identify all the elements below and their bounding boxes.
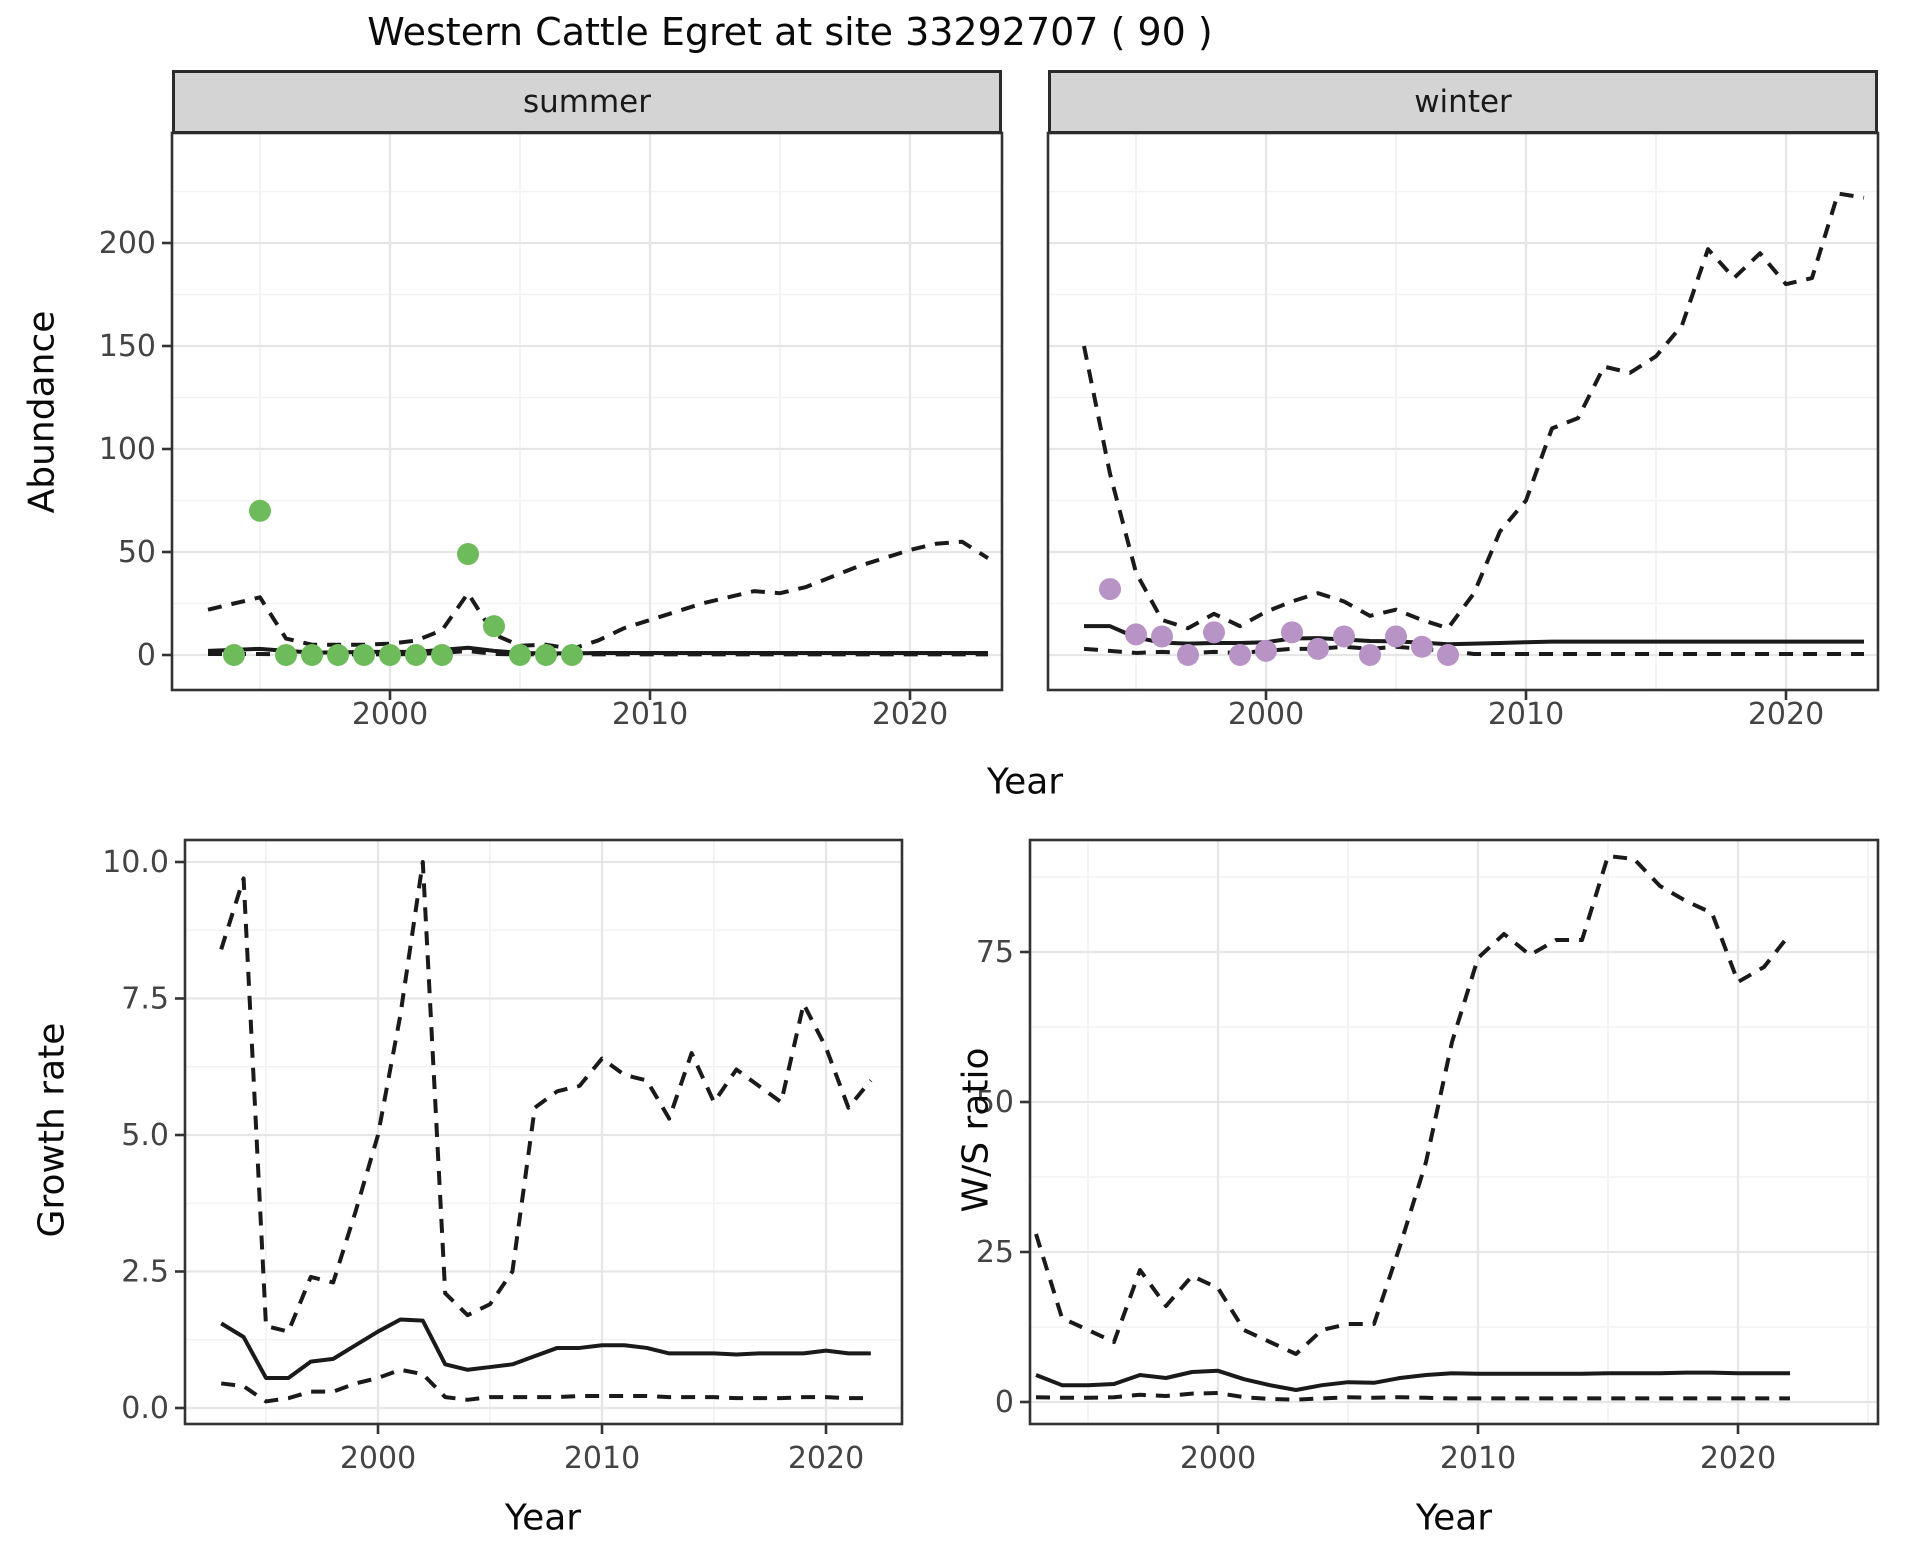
x-tick-label: 2000 bbox=[1228, 697, 1304, 732]
median-line bbox=[1035, 1368, 1790, 1392]
y-axis-title-abundance: Abundance bbox=[21, 310, 63, 514]
facet-strip-winter-label: winter bbox=[1414, 84, 1512, 120]
y-tick-label: 2.5 bbox=[121, 1255, 169, 1290]
observation-point bbox=[1437, 644, 1459, 666]
observation-point bbox=[353, 644, 375, 666]
x-tick-label: 2010 bbox=[1488, 697, 1564, 732]
observation-point bbox=[327, 644, 349, 666]
x-tick-label: 2020 bbox=[788, 1441, 864, 1476]
facet-strip-summer-label: summer bbox=[522, 84, 651, 120]
y-tick-label: 150 bbox=[99, 329, 156, 364]
observation-point bbox=[379, 644, 401, 666]
series-group bbox=[207, 499, 990, 666]
observation-point bbox=[275, 644, 297, 666]
series-group bbox=[1082, 191, 1865, 666]
x-tick-label: 2000 bbox=[352, 697, 428, 732]
panel-background bbox=[1030, 840, 1878, 1424]
observation-point bbox=[1229, 644, 1251, 666]
x-tick-label: 2000 bbox=[340, 1441, 416, 1476]
x-tick-label: 2010 bbox=[612, 697, 688, 732]
observation-point bbox=[1203, 621, 1225, 644]
y-axis-title-growth-rate: Growth rate bbox=[31, 1022, 73, 1238]
observation-point bbox=[1099, 578, 1121, 601]
x-tick-label: 2020 bbox=[1700, 1441, 1776, 1476]
lower-ci-line bbox=[1035, 1391, 1790, 1402]
upper-ci-line bbox=[219, 860, 873, 1334]
panel-background bbox=[1048, 133, 1878, 690]
y-tick-label: 75 bbox=[976, 935, 1014, 970]
panel-growth-rate: 2000 2010 2020 0.0 2.5 5.0 7.5 10.0 bbox=[102, 838, 904, 1476]
observation-point bbox=[535, 644, 557, 666]
observation-point bbox=[1281, 621, 1303, 644]
y-tick-label: 25 bbox=[976, 1235, 1014, 1270]
upper-ci-line bbox=[1034, 854, 1792, 1356]
x-tick-label: 2010 bbox=[564, 1441, 640, 1476]
series-group bbox=[1034, 854, 1792, 1402]
observation-point bbox=[483, 615, 505, 638]
observation-point bbox=[1411, 635, 1433, 658]
y-tick-label: 0.0 bbox=[121, 1391, 169, 1426]
panel-border bbox=[1028, 838, 1880, 1426]
y-tick-label: 200 bbox=[99, 226, 156, 261]
observation-point bbox=[1359, 644, 1381, 666]
y-tick-label: 50 bbox=[976, 1085, 1014, 1120]
facet-strip-winter: winter bbox=[1048, 70, 1878, 134]
observation-point bbox=[301, 644, 323, 666]
y-tick-label: 0 bbox=[137, 638, 156, 673]
panel-summer: 2000 2010 2020 0 50 100 150 200 bbox=[99, 131, 1004, 732]
observation-point bbox=[509, 644, 531, 666]
observation-point bbox=[405, 644, 427, 666]
y-tick-label: 5.0 bbox=[121, 1118, 169, 1153]
lower-ci-line bbox=[1083, 644, 1864, 656]
panel-background bbox=[185, 840, 902, 1424]
observation-point bbox=[1385, 625, 1407, 648]
y-tick-label: 100 bbox=[99, 432, 156, 467]
y-tick-label: 10.0 bbox=[102, 845, 169, 880]
observation-point bbox=[1177, 644, 1199, 666]
y-tick-label: 7.5 bbox=[121, 982, 169, 1017]
observation-point bbox=[1333, 625, 1355, 648]
panel-border bbox=[183, 838, 904, 1426]
observation-point bbox=[1307, 637, 1329, 660]
y-tick-label: 50 bbox=[118, 535, 156, 570]
lower-ci-line bbox=[220, 1367, 871, 1404]
y-axis-title-ws-ratio: W/S ratio bbox=[955, 1047, 997, 1213]
observation-point bbox=[1125, 623, 1147, 646]
observation-point bbox=[223, 644, 245, 666]
chart-title: Western Cattle Egret at site 33292707 ( … bbox=[367, 10, 1213, 54]
observation-point bbox=[1151, 625, 1173, 648]
upper-ci-line bbox=[1082, 191, 1865, 631]
median-line bbox=[220, 1317, 871, 1380]
x-tick-label: 2010 bbox=[1440, 1441, 1516, 1476]
x-axis-title-year-top: Year bbox=[986, 761, 1064, 803]
y-tick-label: 0 bbox=[995, 1385, 1014, 1420]
x-tick-label: 2020 bbox=[1748, 697, 1824, 732]
observation-point bbox=[457, 543, 479, 566]
facet-strip-summer: summer bbox=[172, 70, 1002, 134]
panel-background bbox=[172, 133, 1002, 690]
panel-w-s-ratio: 2000 2010 2020 0 25 50 75 bbox=[976, 838, 1880, 1476]
observation-point bbox=[561, 644, 583, 666]
x-axis-title-year-ws: Year bbox=[1415, 1497, 1493, 1539]
observation-point bbox=[1255, 639, 1277, 662]
x-tick-label: 2000 bbox=[1180, 1441, 1256, 1476]
observation-point bbox=[431, 644, 453, 666]
x-axis-title-year-growth: Year bbox=[504, 1497, 582, 1539]
series-group bbox=[219, 860, 873, 1404]
observation-point bbox=[249, 499, 271, 522]
x-tick-label: 2020 bbox=[872, 697, 948, 732]
panel-winter: 2000 2010 2020 bbox=[1046, 131, 1880, 732]
